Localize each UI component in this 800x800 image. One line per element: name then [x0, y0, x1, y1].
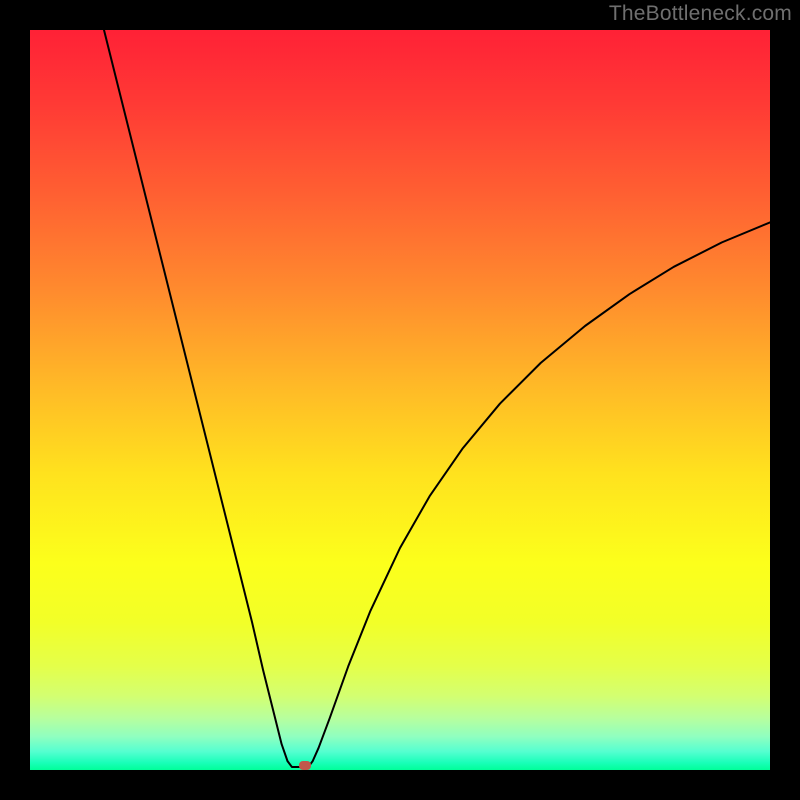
optimum-marker: [299, 761, 311, 770]
chart-svg: [30, 30, 770, 770]
chart-frame: TheBottleneck.com: [0, 0, 800, 800]
watermark-text: TheBottleneck.com: [609, 2, 792, 26]
chart-background: [30, 30, 770, 770]
plot-area: [30, 30, 770, 770]
